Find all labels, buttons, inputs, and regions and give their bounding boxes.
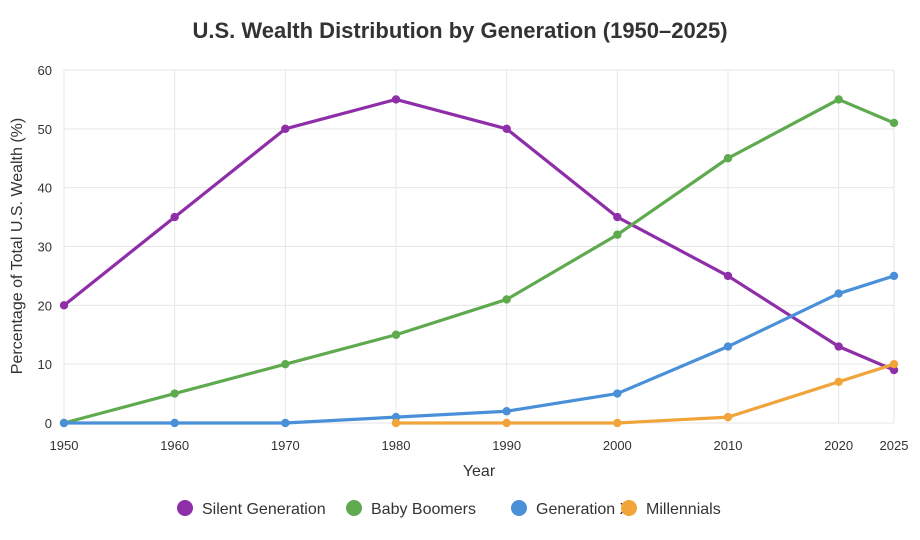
data-point-silent-generation: [889, 365, 899, 375]
series-line-generation-x: [62, 274, 896, 425]
data-point-baby-boomers: [170, 389, 179, 398]
y-tick-label: 20: [38, 298, 52, 313]
data-point-baby-boomers: [281, 359, 290, 369]
data-point-silent-generation: [391, 95, 401, 104]
data-point-millennials: [502, 418, 511, 428]
data-point-baby-boomers: [889, 118, 899, 128]
x-tick-label: 1980: [382, 438, 411, 453]
x-tick-label: 1970: [271, 438, 300, 453]
data-point-baby-boomers: [723, 154, 733, 163]
legend-swatch: [621, 500, 637, 516]
data-point-generation-x: [170, 418, 179, 428]
legend-item-silent-generation: Silent Generation: [177, 500, 326, 518]
chart-title: U.S. Wealth Distribution by Generation (…: [192, 18, 727, 43]
data-point-millennials: [613, 418, 622, 428]
data-point-silent-generation: [59, 301, 69, 310]
series-baby-boomers: [59, 95, 899, 428]
data-point-generation-x: [281, 418, 290, 428]
legend-item-generation-x: Generation X: [511, 500, 631, 518]
data-point-silent-generation: [170, 212, 179, 222]
legend-swatch: [511, 500, 527, 516]
data-point-generation-x: [723, 342, 733, 351]
y-tick-label: 40: [38, 181, 52, 196]
legend-label: Silent Generation: [202, 501, 326, 518]
series-line-baby-boomers: [62, 97, 896, 425]
x-tick-label: 1990: [492, 438, 521, 453]
data-point-silent-generation: [502, 124, 511, 134]
data-point-silent-generation: [834, 342, 843, 351]
series-generation-x: [59, 271, 899, 428]
series-silent-generation: [59, 95, 899, 375]
data-point-generation-x: [889, 271, 899, 281]
y-tick-label: 60: [38, 63, 52, 78]
y-tick-label: 50: [38, 122, 52, 137]
data-point-generation-x: [502, 407, 511, 416]
data-point-silent-generation: [613, 212, 622, 222]
series-line-millennials: [394, 362, 896, 425]
data-point-millennials: [723, 412, 733, 422]
x-tick-label: 2010: [714, 438, 743, 453]
data-point-generation-x: [59, 418, 69, 428]
data-point-baby-boomers: [391, 330, 401, 339]
legend-swatch: [346, 500, 362, 516]
series-lines: [59, 95, 899, 428]
y-tick-label: 0: [45, 416, 52, 431]
x-tick-label: 2000: [603, 438, 632, 453]
x-axis-label: Year: [463, 463, 496, 480]
x-tick-label: 1960: [160, 438, 189, 453]
x-tick-label: 2025: [880, 438, 909, 453]
legend-item-baby-boomers: Baby Boomers: [346, 500, 476, 518]
legend: Silent Generation Baby Boomers Generation …: [177, 500, 721, 518]
data-point-baby-boomers: [834, 95, 843, 104]
legend-label: Generation X: [536, 501, 631, 518]
series-line-silent-generation: [62, 97, 896, 372]
data-point-generation-x: [834, 289, 843, 298]
data-point-millennials: [834, 377, 843, 387]
data-point-generation-x: [391, 412, 401, 422]
data-point-baby-boomers: [502, 295, 511, 304]
x-tick-label: 2020: [824, 438, 853, 453]
data-point-silent-generation: [281, 124, 290, 134]
series-millennials: [391, 359, 899, 428]
data-point-generation-x: [613, 389, 622, 398]
legend-label: Millennials: [646, 501, 721, 518]
data-point-millennials: [889, 359, 899, 369]
axis-ticks: 0 10 20 30 40 50 60 1950 1960 1970 1980 1990 2000 201…: [38, 63, 909, 453]
legend-label: Baby Boomers: [371, 501, 476, 518]
data-point-millennials: [391, 418, 401, 428]
data-point-baby-boomers: [613, 230, 622, 239]
y-axis-label: Percentage of Total U.S. Wealth (%): [9, 118, 26, 374]
y-tick-label: 30: [38, 240, 52, 255]
x-tick-label: 1950: [50, 438, 79, 453]
legend-item-millennials: Millennials: [621, 500, 721, 518]
data-point-silent-generation: [723, 271, 733, 281]
legend-swatch: [177, 500, 193, 516]
y-tick-label: 10: [38, 357, 52, 372]
